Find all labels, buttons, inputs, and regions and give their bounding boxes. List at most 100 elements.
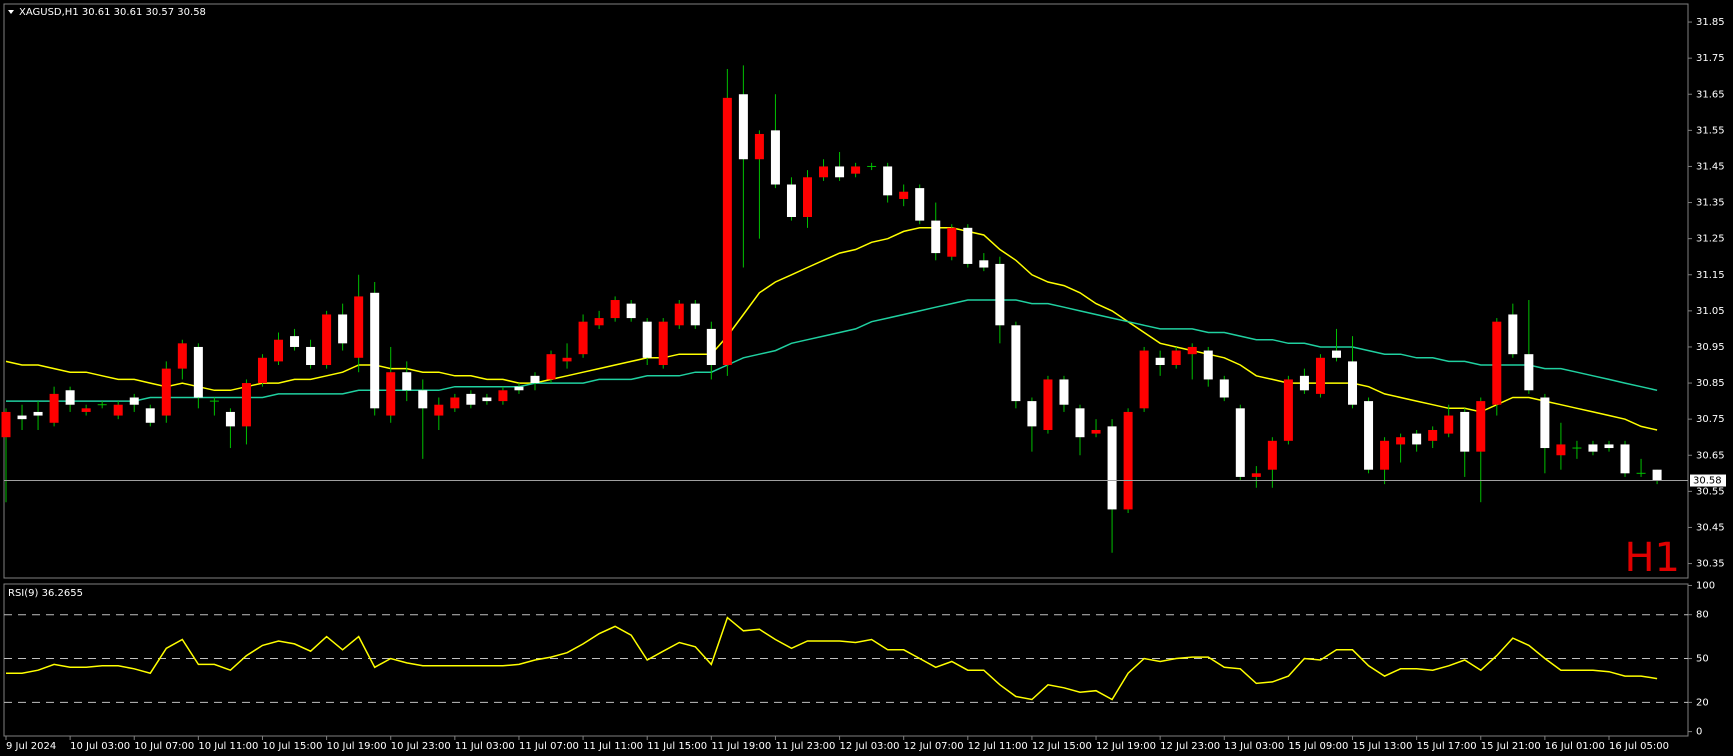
candle-body: [1428, 429, 1438, 441]
candle-body: [1, 411, 11, 438]
candle-body: [466, 393, 476, 405]
x-tick-label: 12 Jul 03:00: [840, 741, 900, 752]
timeframe-label: H1: [1624, 535, 1680, 581]
candle-body: [642, 321, 652, 358]
candle-body: [1267, 440, 1277, 470]
candle-body: [225, 411, 235, 427]
candle-body: [1203, 350, 1213, 380]
candle-body: [883, 166, 893, 196]
candle-body: [161, 368, 171, 416]
candle-body: [1508, 314, 1518, 355]
candle-body: [899, 191, 909, 199]
y-tick-label: 31.15: [1696, 270, 1725, 281]
candle-body: [306, 346, 316, 366]
candle-body: [129, 397, 139, 405]
y-tick-label: 30.45: [1696, 522, 1725, 533]
x-tick-label: 10 Jul 23:00: [391, 741, 451, 752]
x-tick-label: 11 Jul 11:00: [583, 741, 643, 752]
candle-body: [1444, 415, 1454, 434]
x-tick-label: 16 Jul 01:00: [1545, 741, 1605, 752]
y-tick-label: 31.75: [1696, 53, 1725, 64]
candle-body: [1588, 444, 1598, 452]
candle-body: [610, 300, 620, 319]
candle-body: [482, 397, 492, 402]
y-tick-label: 30.55: [1696, 486, 1725, 497]
candle-body: [1219, 379, 1229, 398]
candle-body: [738, 94, 748, 160]
candle-body: [819, 166, 829, 178]
candle-body: [1027, 401, 1037, 427]
candle-body: [1412, 433, 1422, 445]
candle-body: [257, 357, 267, 384]
candle-body: [562, 357, 572, 362]
candle-body: [1476, 401, 1486, 452]
candle-body: [145, 408, 155, 423]
candle-body: [963, 227, 973, 264]
candle-body: [658, 321, 668, 366]
x-tick-label: 15 Jul 17:00: [1417, 741, 1477, 752]
candle-body: [979, 260, 989, 268]
candle-body: [1059, 379, 1069, 405]
current-price-label: 30.58: [1693, 476, 1722, 487]
candle-body: [113, 404, 123, 416]
x-tick-label: 10 Jul 03:00: [70, 741, 130, 752]
x-tick-label: 10 Jul 11:00: [198, 741, 258, 752]
candle-body: [1107, 426, 1117, 510]
candle-body: [1235, 408, 1245, 477]
x-tick-label: 11 Jul 07:00: [519, 741, 579, 752]
y-tick-label: 100: [1696, 580, 1715, 591]
candle-body: [1396, 437, 1406, 445]
candle-body: [1380, 440, 1390, 470]
candle-body: [354, 296, 364, 358]
x-tick-label: 10 Jul 07:00: [134, 741, 194, 752]
y-tick-label: 30.75: [1696, 414, 1725, 425]
y-tick-label: 31.25: [1696, 234, 1725, 245]
x-tick-label: 16 Jul 05:00: [1609, 741, 1669, 752]
candle-body: [594, 318, 604, 326]
candle-body: [274, 339, 284, 362]
y-tick-label: 0: [1696, 727, 1702, 738]
y-tick-label: 30.85: [1696, 378, 1725, 389]
x-tick-label: 15 Jul 21:00: [1481, 741, 1541, 752]
candle-body: [786, 184, 796, 217]
menu-triangle: [8, 10, 14, 14]
rsi-title: RSI(9) 36.2655: [8, 588, 83, 599]
candle-body: [1043, 379, 1053, 430]
candle-body: [1460, 411, 1470, 452]
candle-body: [1011, 325, 1021, 402]
current-price-box: [1690, 474, 1726, 487]
y-tick-label: 31.65: [1696, 89, 1725, 100]
candle-body: [1315, 357, 1325, 394]
candle-body: [626, 303, 636, 319]
y-tick-label: 31.35: [1696, 198, 1725, 209]
candle-body: [177, 343, 187, 369]
candle-body: [1524, 354, 1534, 391]
candle-body: [1331, 350, 1341, 358]
candle-body: [754, 133, 764, 160]
candle-body: [1155, 357, 1165, 366]
x-tick-label: 10 Jul 15:00: [262, 741, 322, 752]
candle-body: [1123, 411, 1133, 510]
candle-body: [322, 314, 332, 366]
candle-body: [49, 393, 59, 423]
candle-body: [1187, 346, 1197, 355]
y-tick-label: 31.85: [1696, 17, 1725, 28]
x-tick-label: 11 Jul 23:00: [775, 741, 835, 752]
x-tick-label: 12 Jul 15:00: [1032, 741, 1092, 752]
candle-body: [1556, 444, 1566, 456]
moving-average: [5, 227, 1658, 431]
candle-body: [706, 328, 716, 366]
candle-body: [241, 383, 251, 427]
candle-body: [418, 390, 428, 409]
candle-body: [835, 166, 845, 178]
x-tick-label: 11 Jul 03:00: [455, 741, 515, 752]
x-tick-label: 12 Jul 11:00: [968, 741, 1028, 752]
candle-body: [546, 354, 556, 380]
candle-body: [690, 303, 700, 326]
candle-body: [1251, 473, 1261, 477]
x-tick-label: 10 Jul 19:00: [327, 741, 387, 752]
candle-body: [1364, 401, 1374, 470]
x-tick-label: 15 Jul 09:00: [1288, 741, 1348, 752]
rsi-pane: [3, 583, 1689, 737]
